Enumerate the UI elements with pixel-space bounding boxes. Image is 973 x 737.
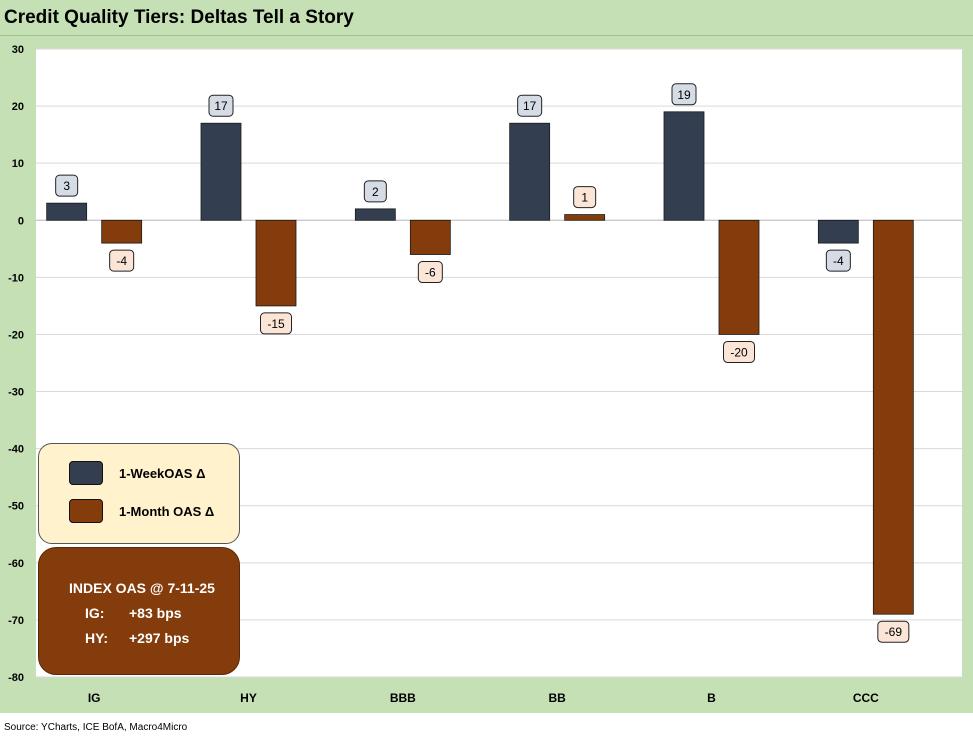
bar-week <box>509 122 551 221</box>
legend-swatch-month <box>69 499 103 523</box>
data-label-box <box>417 261 443 284</box>
index-oas-hy: HY: +297 bps <box>85 630 189 646</box>
category-label: BB <box>548 691 566 705</box>
ig-label: IG: <box>85 605 105 621</box>
bar-month <box>409 219 451 255</box>
data-label-box <box>109 249 135 272</box>
chart-title: Credit Quality Tiers: Deltas Tell a Stor… <box>4 7 354 28</box>
category-label: HY <box>240 691 257 705</box>
legend-item-week: 1-WeekOAS Δ <box>69 461 205 485</box>
data-label-box <box>517 94 543 117</box>
index-oas-ig: IG: +83 bps <box>85 605 182 621</box>
hy-label: HY: <box>85 630 109 646</box>
bar-month <box>101 219 143 244</box>
bar-week <box>663 111 705 221</box>
y-tick-label: -10 <box>8 272 24 284</box>
bar-week <box>46 202 88 221</box>
y-tick-label: -70 <box>8 615 24 627</box>
y-tick-label: -50 <box>8 501 24 513</box>
data-label-box <box>260 312 292 335</box>
y-tick-label: 10 <box>12 158 24 170</box>
data-label: 2 <box>372 185 379 199</box>
bar-week <box>354 208 396 221</box>
data-label-box <box>825 249 851 272</box>
data-label: 3 <box>63 179 70 193</box>
data-label-box <box>877 620 910 643</box>
category-label: BBB <box>390 691 416 705</box>
y-tick-label: -30 <box>8 387 24 399</box>
y-tick-label: 30 <box>12 44 24 56</box>
category-label: B <box>707 691 716 705</box>
bar-week <box>200 122 242 221</box>
data-label: 1 <box>581 191 588 205</box>
data-label-box <box>723 340 755 363</box>
title-bar: Credit Quality Tiers: Deltas Tell a Stor… <box>0 0 973 36</box>
data-label-box <box>55 174 79 197</box>
y-tick-label: 0 <box>18 215 24 227</box>
index-oas-box: INDEX OAS @ 7-11-25 IG: +83 bps HY: +297 b… <box>38 547 240 675</box>
source-note: Source: YCharts, ICE BofA, Macro4Micro <box>4 722 188 733</box>
data-label: -15 <box>267 317 285 331</box>
bar-month <box>872 219 914 615</box>
data-label: -4 <box>833 254 844 268</box>
y-tick-label: -40 <box>8 444 24 456</box>
data-label-box <box>208 94 234 117</box>
data-label-box <box>573 186 597 209</box>
data-label: 19 <box>677 88 691 102</box>
legend-swatch-week <box>69 461 103 485</box>
data-label: 17 <box>214 99 228 113</box>
bar-week <box>817 219 859 244</box>
bar-month <box>255 219 297 307</box>
index-oas-title: INDEX OAS @ 7-11-25 <box>69 580 215 596</box>
data-label-box <box>363 180 387 203</box>
legend: 1-WeekOAS Δ 1-Month OAS Δ <box>38 443 240 544</box>
y-tick-label: -80 <box>8 672 24 684</box>
category-label: IG <box>88 691 101 705</box>
bar-month <box>718 219 760 335</box>
legend-item-month: 1-Month OAS Δ <box>69 499 214 523</box>
data-label: 17 <box>523 99 537 113</box>
data-label: -69 <box>885 625 903 639</box>
legend-label-week: 1-WeekOAS Δ <box>119 465 206 481</box>
data-label: -20 <box>730 345 748 359</box>
data-label: -4 <box>116 254 127 268</box>
data-label-box <box>671 83 697 106</box>
y-tick-label: -60 <box>8 558 24 570</box>
legend-label-month: 1-Month OAS Δ <box>119 503 215 519</box>
y-tick-label: 20 <box>12 101 24 113</box>
data-label: -6 <box>425 266 436 280</box>
ig-value: +83 bps <box>129 605 182 621</box>
bar-month <box>564 214 606 221</box>
hy-value: +297 bps <box>129 630 190 646</box>
y-tick-label: -20 <box>8 329 24 341</box>
category-label: CCC <box>853 691 879 705</box>
